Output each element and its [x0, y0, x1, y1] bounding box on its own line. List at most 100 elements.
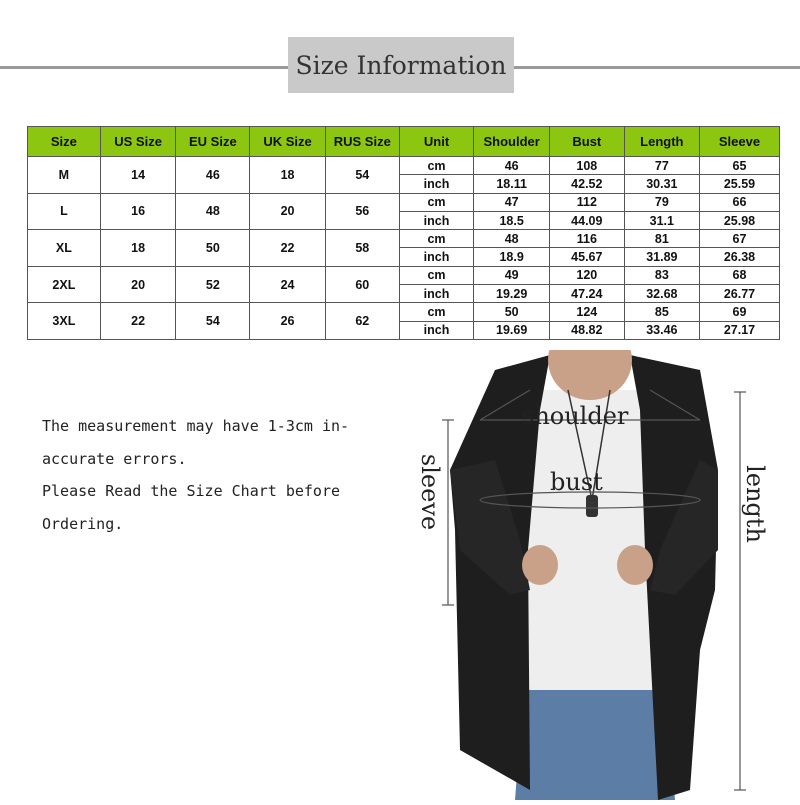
- table-row: inch 18.11 42.52 30.31 25.59: [28, 174, 781, 194]
- column-header: RUS Size: [324, 126, 400, 157]
- column-header: Shoulder: [473, 126, 550, 157]
- cell-measurement: 49: [473, 265, 550, 286]
- table-row: XL 18 50 22 58 cm 48 116 81 67: [27, 229, 781, 267]
- t-shirt: [520, 390, 668, 690]
- model-illustration: [400, 320, 800, 800]
- column-header: Unit: [398, 126, 475, 157]
- cell-size: 2XL: [27, 265, 101, 304]
- cell-measurement: 108: [548, 155, 625, 176]
- column-header: US Size: [99, 126, 177, 157]
- table-row: 2XL 20 52 24 60 cm 49 120 83 68: [27, 265, 781, 304]
- cell-measurement: 31.1: [623, 210, 700, 231]
- cell-unit: cm: [398, 229, 475, 249]
- cell-size: M: [27, 156, 101, 194]
- note-line: Ordering.: [42, 514, 124, 533]
- cell-eu: 54: [175, 302, 251, 340]
- column-header: Bust: [548, 126, 625, 157]
- cell-measurement: 50: [473, 302, 550, 322]
- column-header: Sleeve: [698, 126, 781, 157]
- cell-measurement: 120: [548, 265, 625, 286]
- jeans: [515, 670, 675, 800]
- table-row: inch 19.29 47.24 32.68 26.77: [28, 284, 781, 304]
- cell-measurement: 83: [623, 265, 700, 286]
- cell-measurement: 26.38: [698, 247, 781, 267]
- table-row: inch 18.9 45.67 31.89 26.38: [28, 247, 781, 267]
- column-header: UK Size: [249, 126, 326, 157]
- cell-measurement: 85: [623, 302, 700, 322]
- cell-eu: 46: [175, 156, 251, 194]
- cell-measurement: 124: [548, 302, 625, 322]
- cell-rus: 62: [324, 302, 400, 340]
- cell-measurement: 47.24: [548, 284, 625, 304]
- cell-unit: inch: [398, 210, 475, 231]
- model-photo: shoulder bust sleeve length: [400, 320, 800, 800]
- table-row: inch 19.69 48.82 33.46 27.17: [28, 320, 781, 340]
- cell-rus: 58: [324, 229, 400, 267]
- cell-measurement: 19.29: [473, 284, 550, 304]
- table-header-row: Size US Size EU Size UK Size RUS Size Unit Sho…: [27, 126, 781, 157]
- cell-measurement: 30.31: [623, 174, 700, 194]
- cell-unit: cm: [398, 302, 475, 322]
- cell-measurement: 67: [698, 229, 781, 249]
- cell-measurement: 18.5: [473, 210, 550, 231]
- cell-size: XL: [27, 229, 101, 267]
- cell-measurement: 25.59: [698, 174, 781, 194]
- cell-measurement: 66: [698, 192, 781, 212]
- cell-us: 20: [99, 265, 177, 304]
- note-line: Please Read the Size Chart before: [42, 482, 341, 500]
- cell-size: 3XL: [27, 302, 101, 340]
- cell-measurement: 27.17: [698, 320, 781, 340]
- cell-rus: 60: [324, 265, 400, 304]
- bust-label: bust: [550, 468, 603, 496]
- cell-us: 22: [99, 302, 177, 340]
- cell-measurement: 45.67: [548, 247, 625, 267]
- table-row: M 14 46 18 54 cm 46 108 77 65: [27, 155, 781, 194]
- cell-measurement: 48: [473, 229, 550, 249]
- note-line: accurate errors.: [42, 449, 187, 468]
- cell-unit: cm: [398, 155, 475, 176]
- cell-unit: inch: [398, 174, 475, 194]
- cell-measurement: 47: [473, 192, 550, 212]
- cell-measurement: 79: [623, 192, 700, 212]
- cell-uk: 20: [249, 192, 326, 231]
- cell-unit: inch: [398, 284, 475, 304]
- table-row: 3XL 22 54 26 62 cm 50 124 85 69: [27, 302, 781, 340]
- shoulder-label: shoulder: [522, 402, 629, 430]
- cell-rus: 54: [324, 156, 400, 194]
- length-label: length: [740, 465, 769, 543]
- page-title: Size Information: [288, 37, 514, 93]
- cell-measurement: 18.9: [473, 247, 550, 267]
- cell-eu: 50: [175, 229, 251, 267]
- cell-size: L: [27, 192, 101, 231]
- cell-rus: 56: [324, 192, 400, 231]
- cell-us: 14: [99, 156, 177, 194]
- cell-us: 16: [99, 192, 177, 231]
- cell-measurement: 33.46: [623, 320, 700, 340]
- cell-unit: cm: [398, 192, 475, 212]
- cell-measurement: 48.82: [548, 320, 625, 340]
- cell-measurement: 42.52: [548, 174, 625, 194]
- column-header: Length: [623, 126, 700, 157]
- cell-measurement: 31.89: [623, 247, 700, 267]
- cell-measurement: 19.69: [473, 320, 550, 340]
- cell-measurement: 25.98: [698, 210, 781, 231]
- cell-measurement: 68: [698, 265, 781, 286]
- cell-measurement: 81: [623, 229, 700, 249]
- cell-measurement: 77: [623, 155, 700, 176]
- cell-uk: 22: [249, 229, 326, 267]
- sleeve-label: sleeve: [416, 453, 445, 531]
- column-header: Size: [27, 126, 101, 157]
- note-line: The measurement may have 1-3cm in-: [42, 417, 350, 435]
- cell-us: 18: [99, 229, 177, 267]
- cell-measurement: 26.77: [698, 284, 781, 304]
- cell-uk: 18: [249, 156, 326, 194]
- cell-measurement: 18.11: [473, 174, 550, 194]
- cell-measurement: 116: [548, 229, 625, 249]
- cell-measurement: 46: [473, 155, 550, 176]
- cell-measurement: 32.68: [623, 284, 700, 304]
- table-row: L 16 48 20 56 cm 47 112 79 66: [27, 192, 781, 231]
- cell-unit: inch: [398, 247, 475, 267]
- size-table: Size US Size EU Size UK Size RUS Size Unit Sho…: [27, 126, 781, 340]
- cell-unit: cm: [398, 265, 475, 286]
- measurement-note: The measurement may have 1-3cm in-accura…: [42, 410, 349, 540]
